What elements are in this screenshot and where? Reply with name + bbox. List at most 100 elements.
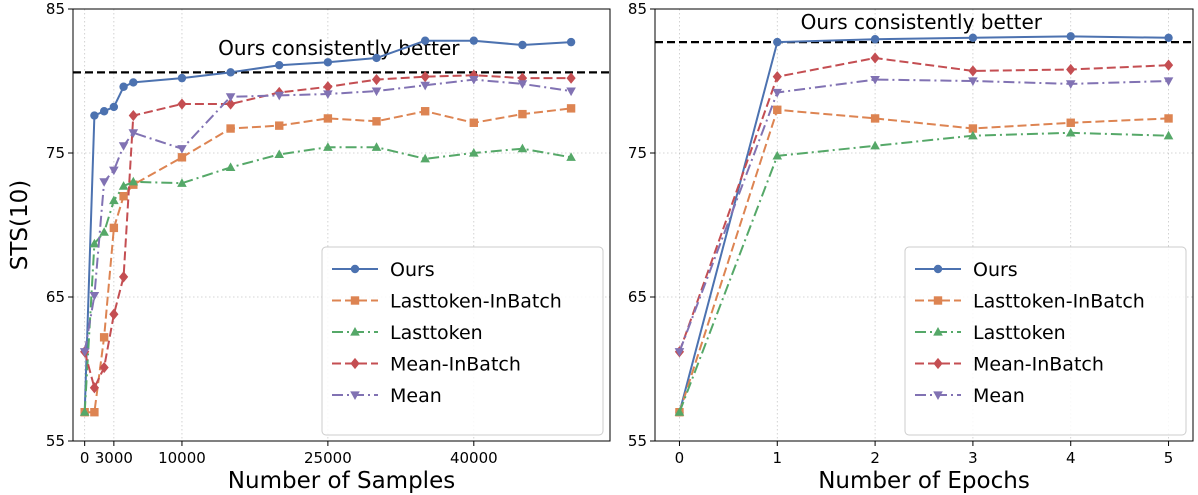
panel-1-data-point [469,69,479,81]
panel-1-legend-box [321,246,604,436]
panel-1-data-point [109,166,119,176]
panel-1-data-point [99,361,109,374]
panel-2-series-line [678,131,1169,413]
panel-1-data-point [371,142,382,151]
panel-1-data-point [128,129,139,138]
panel-2-data-point [968,77,978,86]
panel-1-data-point [119,192,128,201]
panel-1-data-point [226,124,235,133]
panel-1-data-point [225,93,236,102]
panel-1-data-point [118,181,129,190]
panel-2-data-point [1163,130,1174,140]
panel-2-data-point [674,407,685,416]
panel-1-plot-frame [72,8,611,442]
panel-1-x-tick-label: 40000 [450,449,498,467]
panel-1-data-point [420,36,430,45]
panel-1-data-point [275,121,284,130]
panel-1-data-point [177,98,187,110]
panel-2-data-point [1066,118,1075,127]
panel-1-x-axis-label: Number of Samples [228,468,455,494]
panel-2-series-line [678,35,1169,413]
panel-1-data-point [275,60,284,70]
panel-1-x-tick-label: 3000 [95,449,133,467]
panel-1-data-point [372,53,381,63]
panel-1-data-point [128,176,139,186]
panel-1-data-point [517,143,528,153]
panel-1-data-point [323,81,333,93]
panel-1-legend-label: Mean-InBatch [390,354,521,376]
panel-1-data-point [566,87,576,97]
panel-1-legend-marker [350,391,360,400]
panel-1-data-point [372,117,381,126]
panel-1-data-point [99,178,109,187]
panel-1-data-point [420,107,430,116]
panel-2-legend: Ours Lasttoken-InBatch Lasttoken Mean-InBat… [904,246,1187,436]
panel-1-data-point [371,73,382,86]
panel-2-data-point [773,105,782,114]
panel-2-series-line [678,57,1169,353]
panel-2-x-tick-label: 2 [870,449,880,467]
panel-2-legend-label: Lasttoken [973,322,1066,344]
panel-1-data-point [90,408,99,417]
panel-1-y-axis-label: STS(10) [7,180,33,270]
panel-2-legend-box [904,246,1187,436]
panel-1-data-point [469,75,479,85]
panel-1-data-point [517,80,528,89]
panel-2-y-tick-label: 85 [628,0,647,18]
panel-2-data-point [1163,59,1174,71]
panel-1-data-point [128,109,138,122]
panel-2-data-point [1164,33,1173,42]
panel-1-series-3 [79,142,576,416]
panel-1-data-point [89,291,100,301]
panel-1-legend-marker [350,357,360,370]
panel-2-x-tick-label: 1 [772,449,782,467]
panel-2-data-point [968,124,978,133]
panel-1-legend-label: Mean [390,385,442,407]
panel-1-data-point [79,348,90,357]
panel-1-data-point [225,162,236,171]
panel-2-data-point [1065,127,1076,137]
panel-2-data-point [968,33,978,42]
panel-1-data-point [371,87,382,97]
panel-1-data-point [109,223,119,233]
panel-1-data-point [118,142,129,151]
panel-1-data-point [109,308,119,320]
panel-1-y-tick-label: 75 [46,144,65,162]
panel-1-data-point [420,71,430,83]
panel-1-series-5 [79,75,576,357]
panel-1-data-point [177,178,187,187]
panel-1-data-point [518,109,527,119]
panel-1-data-point [518,40,527,50]
panel-1-data-point [99,107,109,116]
panel-2-data-point [1163,77,1174,86]
panel-1-data-point [420,81,430,91]
panel-1-data-point [566,37,576,47]
panel-1-data-point [323,58,333,67]
panel-2-x-tick-label: 4 [1066,449,1076,467]
panel-1-data-point [109,195,119,205]
panel-1-data-point [274,91,285,101]
panel-2-series-4 [674,52,1174,358]
panel-1-data-point [566,152,576,161]
panel-1-data-point [99,227,109,236]
panel-2-y-tick-label: 55 [628,432,647,450]
panel-2-data-point [870,75,880,85]
panel-2-legend-label: Mean [973,385,1025,407]
panel-2-data-point [870,35,880,44]
panel-1-data-point [420,153,430,163]
panel-1-x-tick-label: 10000 [158,449,206,467]
panel-1-data-point [79,407,90,416]
panel-1-data-point [566,104,576,113]
panel-1-data-point [177,145,187,154]
panel-2-legend-label: Lasttoken-InBatch [973,291,1145,313]
panel-1-data-point [225,98,236,110]
panel-2-x-tick-label: 5 [1164,449,1174,467]
panel-1-data-point [118,271,129,283]
panel-2-legend-marker [933,357,943,370]
panel-2-data-point [772,88,783,98]
panel-1-data-point [89,382,100,394]
panel-1-series-line [83,74,572,389]
panel-2-legend-label: Ours [973,259,1018,281]
panel-2-series-5 [674,75,1174,357]
